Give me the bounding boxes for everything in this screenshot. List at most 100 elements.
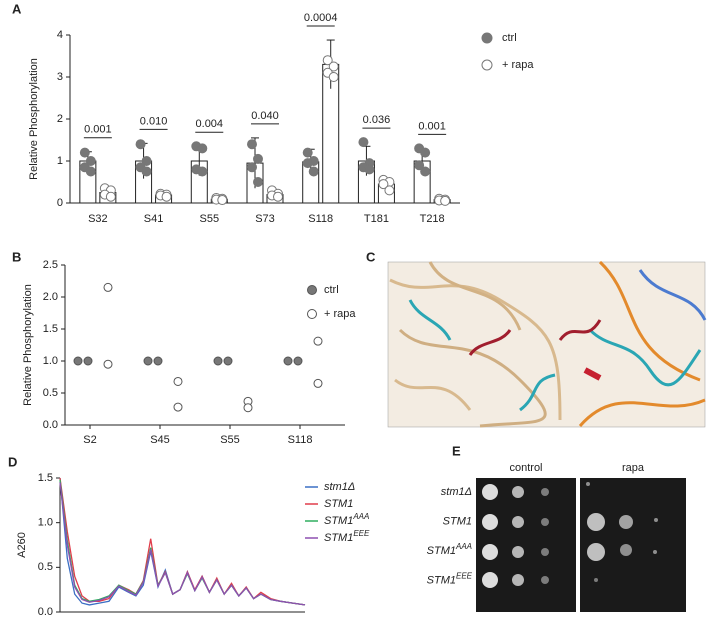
panel-label: A (12, 1, 22, 16)
y-tick-label: 0.0 (38, 606, 53, 618)
data-point (141, 156, 152, 166)
trace (59, 479, 306, 606)
data-point (197, 166, 208, 177)
legend-label: + rapa (324, 308, 356, 320)
y-tick-label: 1.0 (38, 517, 53, 529)
data-point (302, 158, 313, 169)
data-point (247, 162, 257, 173)
label-name: stm1Δ (441, 486, 472, 498)
data-point (358, 137, 369, 148)
data-point (302, 147, 313, 158)
data-point (364, 164, 375, 175)
data-point (328, 72, 339, 82)
y-tick-label: 0 (57, 197, 63, 209)
data-point (135, 139, 146, 150)
data-point (384, 185, 395, 196)
y-tick-label: 0.5 (43, 387, 58, 399)
y-tick-label: 2 (57, 113, 63, 125)
label-name: STM1 (427, 574, 456, 586)
structure-image (387, 260, 707, 428)
strain-label: STM1EEE (427, 572, 473, 587)
data-point (378, 179, 389, 190)
legend-label: + rapa (502, 59, 534, 71)
trace (59, 482, 306, 606)
data-point (103, 359, 113, 369)
legend-label: ctrl (324, 284, 339, 296)
y-tick-label: 1.0 (43, 355, 58, 367)
x-tick-label: S45 (150, 434, 170, 446)
label-superscript: EEE (353, 529, 370, 538)
panel-label: B (12, 249, 21, 264)
data-point (73, 356, 83, 366)
p-value: 0.0004 (304, 12, 338, 24)
data-point (83, 356, 93, 366)
data-point (105, 191, 116, 202)
data-point (141, 166, 152, 177)
data-point (313, 378, 323, 388)
legend-marker (481, 59, 493, 71)
x-tick-label: S41 (144, 213, 164, 225)
strain-label: stm1Δ (441, 486, 472, 498)
panel-label: E (452, 443, 461, 458)
data-point (283, 356, 293, 366)
label-name: STM1 (324, 532, 353, 544)
x-tick-label: S118 (288, 434, 313, 446)
panel-label: D (8, 454, 17, 469)
column-label: rapa (622, 462, 645, 474)
x-tick-label: S118 (308, 213, 333, 225)
y-axis-label: Relative Phosphorylation (28, 58, 40, 180)
y-tick-label: 4 (57, 29, 63, 41)
data-point (79, 147, 90, 158)
data-point (247, 139, 257, 150)
data-point (217, 195, 228, 206)
legend-marker (307, 309, 317, 319)
spot-assay-image (476, 478, 686, 612)
legend-label: STM1AAA (324, 512, 369, 527)
data-point (313, 336, 323, 346)
data-point (173, 402, 183, 412)
p-value: 0.010 (140, 115, 168, 127)
data-point (85, 166, 96, 177)
x-tick-label: S73 (255, 213, 275, 225)
y-tick-label: 1 (57, 155, 63, 167)
p-value: 0.036 (363, 114, 391, 126)
data-point (308, 166, 319, 177)
y-tick-label: 3 (57, 71, 63, 83)
data-point (197, 143, 208, 154)
x-tick-label: S2 (83, 434, 96, 446)
y-axis-label: Relative Phosphorylation (22, 284, 34, 406)
label-superscript: AAA (352, 512, 369, 521)
label-superscript: EEE (456, 572, 473, 581)
y-tick-label: 0.0 (43, 419, 58, 431)
data-point (293, 356, 303, 366)
column-label: control (509, 462, 542, 474)
data-point (213, 356, 223, 366)
y-tick-label: 2.0 (43, 291, 58, 303)
data-point (161, 191, 172, 202)
data-point (103, 282, 113, 292)
x-tick-label: T181 (364, 213, 389, 225)
y-tick-label: 2.5 (43, 259, 58, 271)
x-tick-label: T218 (420, 213, 445, 225)
data-point (414, 160, 425, 171)
data-point (243, 403, 253, 413)
legend-marker (481, 32, 493, 44)
label-name: STM1 (443, 515, 472, 527)
x-tick-label: S55 (220, 434, 240, 446)
data-point (420, 166, 431, 177)
data-point (322, 55, 333, 66)
p-value: 0.001 (84, 124, 112, 136)
p-value: 0.001 (418, 120, 446, 132)
y-tick-label: 1.5 (38, 472, 53, 484)
strain-label: STM1 (443, 515, 472, 527)
legend-label: STM1EEE (324, 529, 370, 544)
label-name: STM1 (324, 498, 353, 510)
strain-label: STM1AAA (427, 542, 472, 557)
label-name: STM1 (427, 545, 456, 557)
data-point (223, 356, 233, 366)
data-point (328, 61, 339, 72)
data-point (143, 356, 153, 366)
data-point (253, 153, 263, 164)
label-name: STM1 (324, 515, 353, 527)
